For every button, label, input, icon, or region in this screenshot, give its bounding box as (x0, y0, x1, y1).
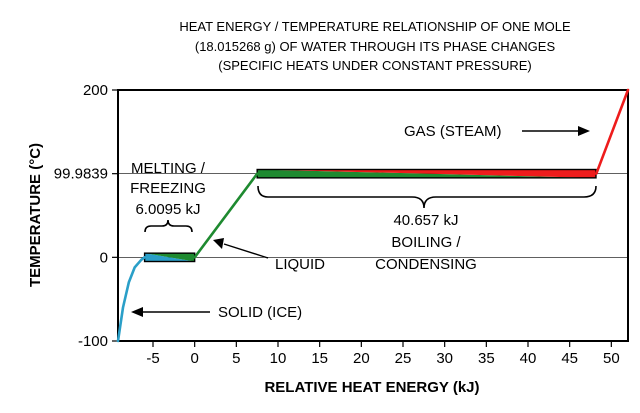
x-tick-label: 15 (311, 350, 328, 367)
plateau-boiling-upper (257, 169, 596, 178)
plateaus (143, 168, 597, 263)
solid-arrowhead (131, 307, 143, 317)
x-tick-label: 30 (436, 350, 453, 367)
liquid-arrow (223, 243, 269, 259)
annotation-melting: MELTING / FREEZING 6.0095 kJ (130, 160, 206, 233)
plateau-boiling-lower (257, 169, 596, 178)
y-tick-label: 200 (83, 82, 108, 99)
x-tick-label: -5 (146, 350, 159, 367)
annotation-melting-line: 6.0095 kJ (135, 201, 200, 218)
x-tick-label: 10 (270, 350, 287, 367)
curve-liquid (193, 172, 259, 259)
x-tick-label: 20 (353, 350, 370, 367)
gas-arrowhead (578, 126, 590, 136)
x-tick-label: 5 (232, 350, 240, 367)
x-tick-label: 35 (478, 350, 495, 367)
y-axis-label: TEMPERATURE (°C) (27, 143, 44, 287)
annotation-boiling-line: 40.657 kJ (393, 212, 458, 229)
y-tick-label: 0 (100, 249, 108, 266)
annotation-solid: SOLID (ICE) (131, 304, 302, 321)
boiling-brace (257, 185, 597, 209)
chart-title-line: HEAT ENERGY / TEMPERATURE RELATIONSHIP O… (179, 19, 571, 34)
liquid-arrowhead (213, 238, 224, 249)
x-tick-label: 50 (603, 350, 620, 367)
x-tick-label: 0 (190, 350, 198, 367)
annotation-boiling-line: BOILING / (391, 234, 461, 251)
y-tick-label: -100 (78, 333, 108, 350)
plateau-melting-upper (144, 253, 195, 262)
chart-title-line: (18.015268 g) OF WATER THROUGH ITS PHASE… (195, 39, 556, 54)
curve-solid (116, 255, 146, 343)
curve-gas (594, 88, 630, 175)
annotation-liquid: LIQUID (213, 238, 325, 273)
annotation-solid-label: SOLID (ICE) (218, 304, 302, 321)
plateau-melting-lower (144, 253, 195, 262)
y-tick-label: 99.9839 (54, 166, 108, 183)
annotation-boiling-line: CONDENSING (375, 256, 477, 273)
annotation-gas-label: GAS (STEAM) (404, 123, 502, 140)
y-axis-ticks: -100 0 99.9839 200 (54, 82, 118, 350)
x-axis-label: RELATIVE HEAT ENERGY (kJ) (264, 379, 479, 396)
annotation-liquid-label: LIQUID (275, 256, 325, 273)
chart-title-line: (SPECIFIC HEATS UNDER CONSTANT PRESSURE) (218, 58, 531, 73)
annotation-boiling: 40.657 kJ BOILING / CONDENSING (257, 185, 597, 273)
phase-curves (116, 88, 630, 343)
x-axis-ticks: -5 0 5 10 15 20 25 30 35 40 45 50 (146, 341, 620, 367)
annotation-melting-line: FREEZING (130, 180, 206, 197)
x-tick-label: 40 (520, 350, 537, 367)
melting-brace (144, 219, 193, 233)
chart-title: HEAT ENERGY / TEMPERATURE RELATIONSHIP O… (179, 19, 571, 73)
x-tick-label: 25 (395, 350, 412, 367)
annotation-gas: GAS (STEAM) (404, 123, 590, 140)
plot-frame (117, 89, 629, 342)
x-tick-label: 45 (561, 350, 578, 367)
annotation-melting-line: MELTING / (131, 160, 206, 177)
